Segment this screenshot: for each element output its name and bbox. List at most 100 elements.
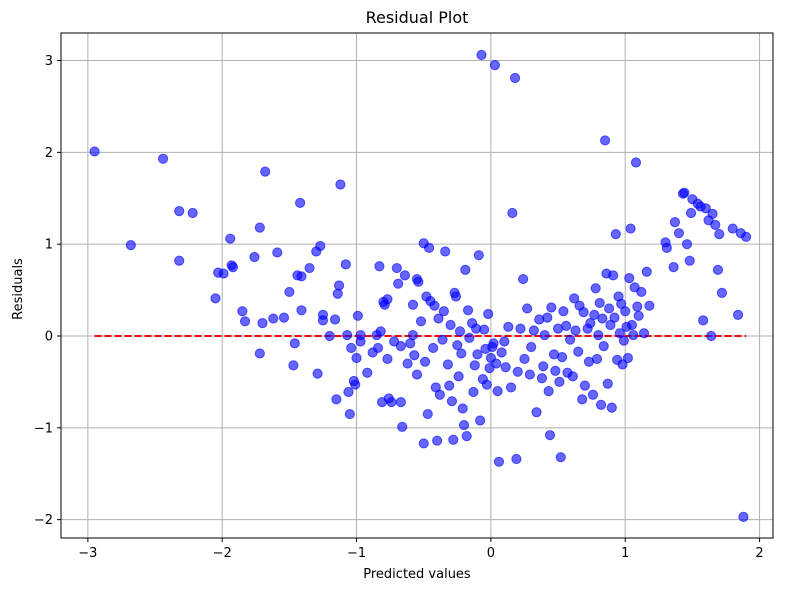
data-point — [519, 353, 530, 365]
data-point — [503, 321, 514, 332]
data-point — [382, 294, 393, 305]
y-tick-label: 0 — [45, 330, 53, 345]
scatter-points — [89, 49, 752, 522]
y-axis-label: Residuals — [11, 258, 26, 320]
data-point — [397, 421, 408, 432]
data-point — [620, 306, 631, 317]
data-point — [500, 362, 511, 373]
data-point — [511, 453, 522, 465]
data-point — [460, 264, 471, 275]
data-point — [342, 329, 353, 341]
data-point — [536, 373, 548, 384]
data-point — [254, 348, 265, 359]
data-point — [375, 326, 386, 337]
data-point — [304, 262, 315, 274]
data-point — [438, 306, 449, 317]
data-point — [598, 341, 609, 352]
data-point — [698, 315, 709, 326]
data-point — [591, 353, 603, 365]
data-point — [483, 308, 494, 320]
data-point — [499, 336, 510, 347]
data-point — [602, 378, 613, 389]
data-point — [610, 228, 621, 240]
data-point — [625, 223, 636, 234]
data-point — [475, 415, 486, 426]
data-point — [419, 356, 431, 367]
data-point — [331, 394, 342, 405]
data-point — [473, 250, 484, 261]
data-point — [402, 358, 413, 369]
data-point — [445, 319, 456, 331]
data-point — [700, 203, 711, 214]
data-point — [716, 287, 728, 298]
data-point — [187, 207, 198, 219]
data-point — [278, 312, 290, 323]
data-point — [569, 293, 580, 304]
data-point — [539, 329, 550, 341]
data-point — [738, 511, 749, 522]
data-point — [597, 313, 608, 324]
data-point — [712, 264, 724, 275]
data-point — [288, 360, 299, 371]
data-point — [507, 207, 518, 219]
data-point — [472, 349, 483, 360]
data-point — [395, 397, 406, 408]
data-point — [542, 312, 553, 323]
data-point — [393, 278, 404, 289]
data-point — [617, 359, 628, 370]
data-point — [407, 329, 419, 341]
data-point — [570, 325, 581, 336]
data-point — [522, 303, 533, 314]
data-point — [295, 197, 306, 208]
x-tick-label: −3 — [78, 546, 97, 561]
data-point — [638, 328, 650, 339]
y-tick-label: 2 — [45, 146, 53, 161]
data-point — [491, 358, 502, 369]
data-point — [526, 341, 537, 353]
y-tick-label: −2 — [34, 513, 53, 528]
data-point — [453, 371, 464, 382]
data-point — [324, 330, 335, 342]
data-point — [492, 385, 503, 397]
data-point — [429, 300, 440, 311]
y-tick-label: 1 — [45, 238, 53, 253]
data-point — [333, 280, 345, 291]
data-point — [296, 271, 307, 282]
data-point — [374, 261, 385, 272]
y-tick-label: 3 — [45, 54, 53, 69]
data-point — [538, 361, 549, 372]
chart-title: Residual Plot — [366, 8, 469, 27]
data-point — [386, 397, 397, 408]
data-point — [362, 367, 373, 378]
data-point — [448, 434, 459, 445]
data-point — [456, 348, 467, 359]
data-point — [346, 342, 357, 354]
data-point — [409, 350, 420, 361]
data-point — [329, 314, 341, 325]
data-point — [622, 352, 634, 364]
x-axis-ticks: −3 −2 −1 0 1 2 — [78, 538, 764, 561]
plot-frame — [60, 32, 774, 539]
data-point — [415, 316, 427, 327]
data-point — [125, 240, 136, 251]
data-point — [673, 228, 685, 239]
data-point — [89, 146, 100, 157]
data-point — [577, 394, 588, 405]
data-point — [395, 341, 406, 352]
data-point — [628, 329, 639, 341]
data-point — [579, 380, 591, 391]
data-point — [636, 286, 647, 298]
data-point — [249, 251, 260, 263]
data-point — [626, 319, 638, 331]
data-point — [595, 399, 607, 410]
data-point — [565, 334, 576, 345]
data-point — [608, 270, 619, 281]
data-point — [422, 408, 433, 420]
data-point — [257, 318, 268, 329]
data-point — [462, 305, 474, 316]
data-point — [679, 187, 690, 198]
data-point — [352, 310, 363, 321]
data-point — [509, 72, 521, 84]
x-tick-label: 1 — [621, 546, 629, 561]
data-point — [340, 259, 351, 270]
